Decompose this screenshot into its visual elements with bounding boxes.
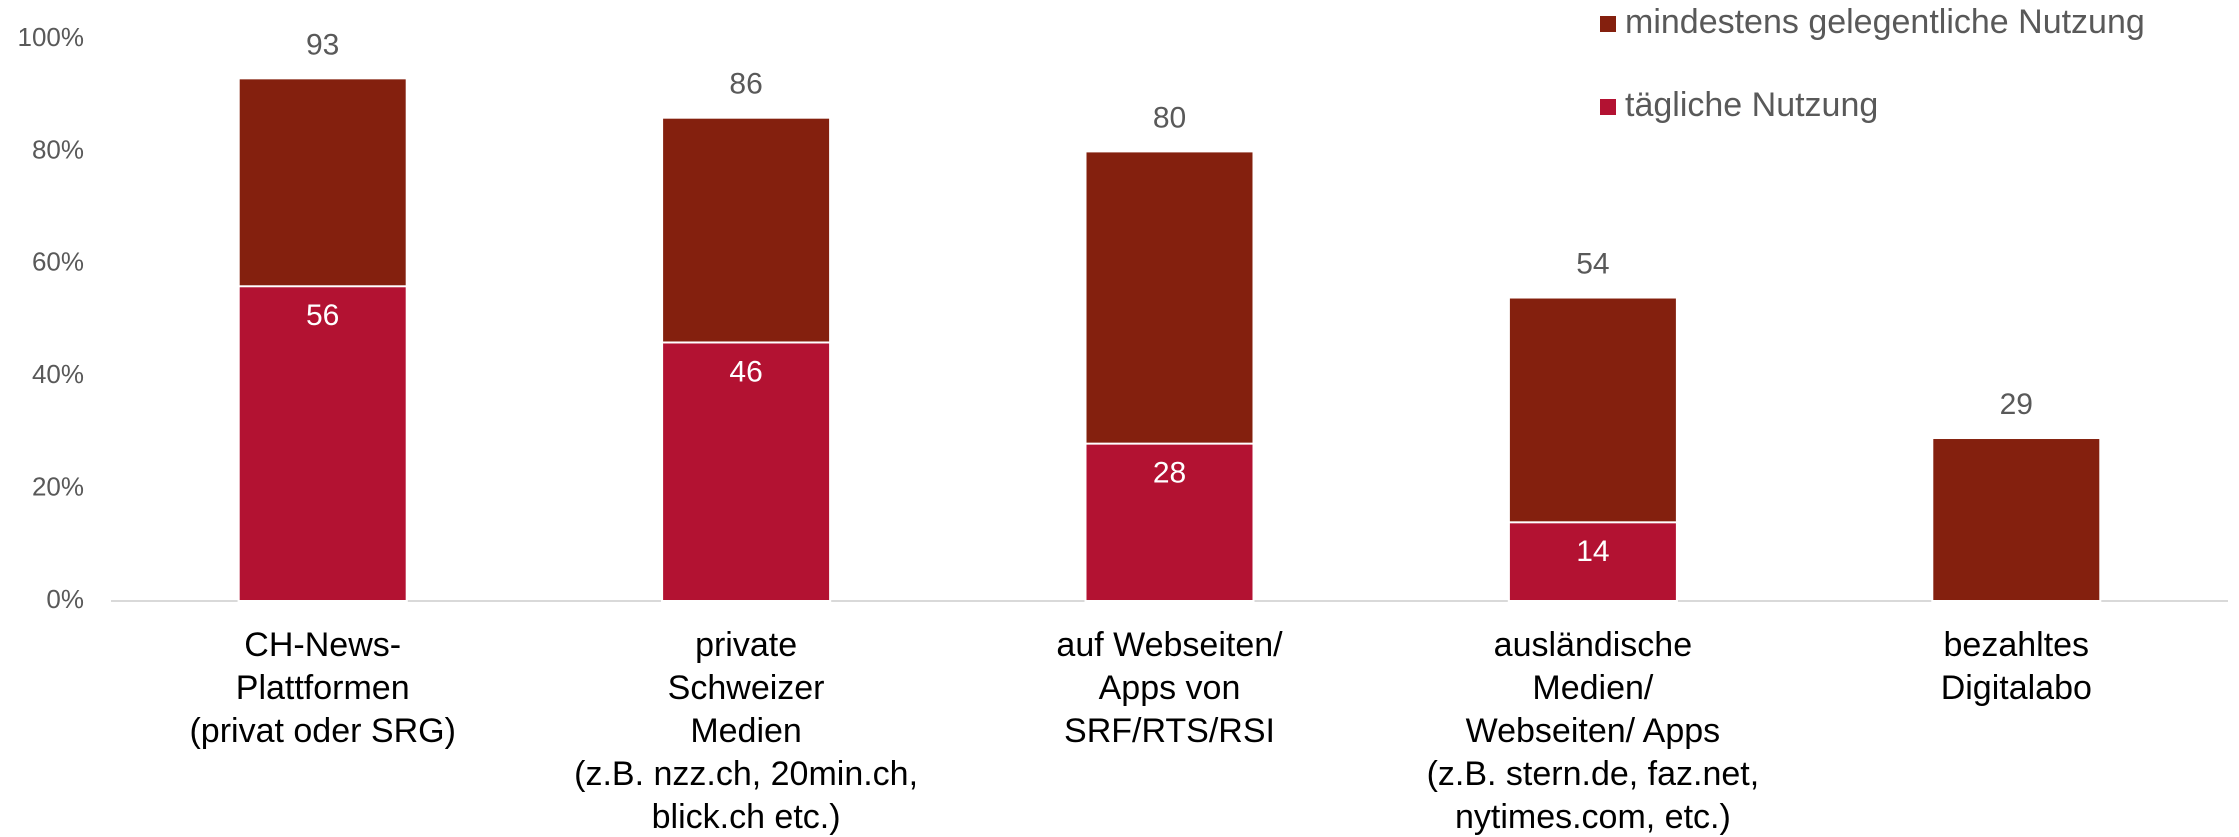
x-tick-label: bezahltes Digitalabo [1941, 626, 2092, 707]
value-label: 93 [306, 28, 339, 61]
x-tick-label: private Schweizer Medien (z.B. nzz.ch, 20mi… [574, 626, 918, 836]
bar [1507, 521, 1678, 603]
bar [237, 285, 408, 602]
bar [1931, 437, 2102, 602]
y-tick-label: 100% [18, 22, 85, 52]
x-tick-label: ausländische Medien/Webseiten/ Apps (z.B. … [1427, 626, 1760, 836]
y-tick-label: 40% [32, 359, 84, 389]
value-label: 56 [306, 299, 339, 332]
legend-label: tägliche Nutzung [1625, 86, 1878, 124]
value-label: 46 [729, 355, 762, 388]
value-label: 29 [2000, 388, 2033, 421]
legend-label: mindestens gelegentliche Nutzung [1625, 3, 2145, 41]
y-tick-label: 20% [32, 471, 84, 501]
y-tick-label: 0% [46, 584, 84, 614]
legend-swatch [1600, 99, 1616, 115]
value-label: 86 [729, 68, 762, 101]
value-label: 28 [1153, 457, 1186, 490]
value-label: 14 [1576, 535, 1609, 568]
bar [661, 341, 832, 602]
x-tick-label: CH-News-Plattformen (privat oder SRG) [189, 626, 455, 750]
y-tick-label: 60% [32, 247, 84, 277]
legend-swatch [1600, 16, 1616, 32]
bar [1084, 442, 1255, 603]
x-tick-label: auf Webseiten/Apps von SRF/RTS/RSI [1056, 626, 1283, 750]
value-label: 54 [1576, 247, 1609, 280]
y-tick-label: 80% [32, 134, 84, 164]
value-label: 80 [1153, 101, 1186, 134]
